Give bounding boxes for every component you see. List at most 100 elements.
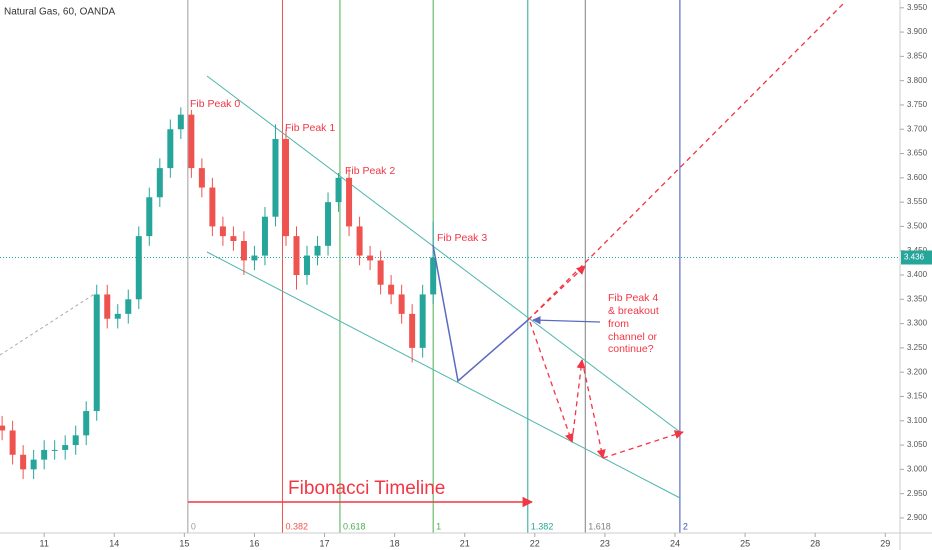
candle-body — [398, 294, 405, 314]
y-tick-label: 3.700 — [907, 124, 928, 133]
x-tick-label: 16 — [249, 538, 259, 548]
candle-body — [272, 138, 279, 217]
note-line: from — [608, 318, 629, 330]
y-tick-label: 3.800 — [907, 76, 928, 85]
candle-body — [41, 449, 48, 460]
y-tick-label: 2.900 — [907, 513, 928, 522]
candle-body — [251, 255, 258, 261]
y-tick-label: 3.500 — [907, 222, 928, 231]
fib-label: 0 — [191, 521, 196, 531]
candle-body — [356, 226, 363, 256]
y-tick-label: 3.950 — [907, 3, 928, 12]
x-tick-label: 23 — [600, 538, 610, 548]
annotation: Fib Peak 0 — [190, 98, 240, 110]
candle-body — [388, 284, 395, 295]
x-tick-label: 29 — [880, 538, 890, 548]
fib-label: 1 — [436, 521, 441, 531]
note-line: continue? — [608, 343, 654, 355]
candle-body — [335, 177, 342, 203]
candle-body — [314, 245, 321, 256]
prior-line — [0, 292, 97, 356]
candle-body — [282, 138, 289, 237]
price-label: 3.436 — [904, 253, 925, 262]
x-tick-label: 25 — [740, 538, 750, 548]
candle-body — [230, 236, 237, 241]
candle-body — [430, 257, 437, 295]
fib-label: 1.382 — [531, 521, 554, 531]
y-tick-label: 3.850 — [907, 51, 928, 60]
candle-body — [419, 294, 426, 348]
candle-body — [209, 187, 216, 227]
candle-body — [198, 168, 205, 188]
candle-body — [146, 197, 153, 237]
candle-body — [30, 459, 37, 470]
y-tick-label: 3.050 — [907, 440, 928, 449]
x-tick-label: 18 — [390, 538, 400, 548]
pointer-arrow — [532, 316, 601, 325]
candle-body — [114, 313, 121, 319]
y-tick-label: 3.550 — [907, 197, 928, 206]
candle-body — [83, 411, 90, 436]
annotation: Fib Peak 3 — [437, 232, 487, 244]
candle-body — [125, 299, 132, 314]
price-box — [901, 250, 932, 265]
candle-body — [156, 168, 163, 198]
x-tick-label: 28 — [810, 538, 820, 548]
candle-body — [51, 449, 58, 451]
y-tick-label: 3.250 — [907, 343, 928, 352]
continue-path — [602, 430, 684, 459]
note-line: channel or — [608, 331, 658, 343]
y-tick-label: 3.750 — [907, 100, 928, 109]
candle-body — [304, 255, 311, 276]
fib-label: 2 — [683, 521, 688, 531]
candle-body — [188, 114, 195, 169]
x-tick-label: 22 — [530, 538, 540, 548]
x-tick-label: 24 — [670, 538, 680, 548]
candle-body — [167, 129, 174, 169]
candle-body — [325, 202, 332, 246]
chart-title: Natural Gas, 60, OANDA — [4, 7, 115, 18]
candle-body — [177, 114, 184, 130]
y-tick-label: 3.100 — [907, 416, 928, 425]
candle-body — [409, 313, 416, 348]
candle-body — [20, 454, 27, 470]
candle-body — [104, 294, 111, 319]
y-tick-label: 3.900 — [907, 27, 928, 36]
breakout-path — [527, 1, 846, 321]
candle-body — [219, 226, 226, 237]
y-tick-label: 3.150 — [907, 392, 928, 401]
y-tick-label: 2.950 — [907, 489, 928, 498]
candle-body — [346, 177, 353, 227]
channel-upper — [206, 75, 681, 433]
candle-body — [261, 216, 268, 256]
candle-body — [62, 445, 69, 450]
annotation: Fib Peak 1 — [285, 122, 335, 134]
candle-body — [135, 236, 142, 300]
fib-label: 1.618 — [588, 521, 611, 531]
candle-body — [9, 430, 16, 455]
annotation: Fibonacci Timeline — [288, 478, 445, 499]
fib-label: 0.382 — [285, 521, 308, 531]
candle-body — [0, 425, 6, 431]
y-tick-label: 3.650 — [907, 149, 928, 158]
candle-body — [377, 260, 384, 285]
x-tick-label: 11 — [39, 538, 48, 548]
y-tick-label: 3.000 — [907, 464, 928, 473]
y-tick-label: 3.600 — [907, 173, 928, 182]
channel-lower — [206, 251, 681, 499]
candle-body — [72, 435, 79, 446]
candle-body — [293, 236, 300, 276]
continue-path — [529, 321, 574, 443]
note-line: Fib Peak 4 — [608, 292, 658, 304]
x-tick-label: 14 — [109, 538, 119, 548]
continue-path — [581, 359, 606, 459]
candle-body — [240, 240, 247, 261]
x-tick-label: 21 — [460, 538, 470, 548]
projection-path — [432, 244, 529, 383]
note-line: & breakout — [608, 305, 659, 317]
breakout-arrow — [527, 265, 586, 321]
y-tick-label: 3.350 — [907, 294, 928, 303]
candle-body — [93, 294, 100, 412]
y-tick-label: 3.450 — [907, 246, 928, 255]
annotation: Fib Peak 2 — [345, 165, 395, 177]
